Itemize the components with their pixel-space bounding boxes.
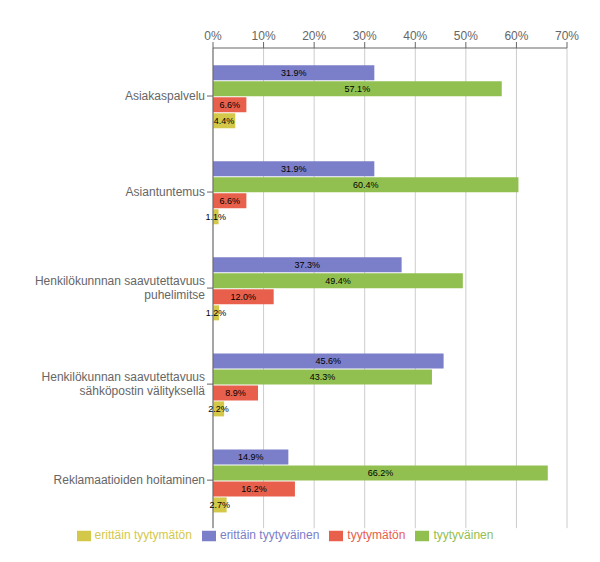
svg-text:2.7%: 2.7% (210, 500, 231, 510)
svg-text:1.2%: 1.2% (206, 308, 227, 318)
svg-text:45.6%: 45.6% (316, 356, 342, 366)
svg-text:50%: 50% (454, 29, 478, 43)
svg-text:2.2%: 2.2% (208, 404, 229, 414)
svg-text:Henkilökunnan saavutettavuussä: Henkilökunnan saavutettavuussähköpostin … (42, 370, 206, 398)
svg-text:16.2%: 16.2% (241, 484, 267, 494)
svg-text:12.0%: 12.0% (231, 292, 257, 302)
svg-text:40%: 40% (403, 29, 427, 43)
html-text:tyytymätön: tyytymätön (347, 528, 406, 543)
svg-text:70%: 70% (555, 29, 579, 43)
html-text:tyytyväinen: tyytyväinen (433, 528, 494, 543)
svg-text:6.6%: 6.6% (219, 100, 240, 110)
html-text:erittäin tyytyväinen: erittäin tyytyväinen (220, 528, 320, 543)
svg-text:49.4%: 49.4% (325, 276, 351, 286)
svg-text:0%: 0% (204, 29, 222, 43)
svg-text:20%: 20% (302, 29, 326, 43)
svg-text:60%: 60% (504, 29, 528, 43)
svg-text:60.4%: 60.4% (353, 180, 379, 190)
svg-text:14.9%: 14.9% (238, 452, 264, 462)
svg-text:Asiantuntemus: Asiantuntemus (126, 185, 205, 199)
svg-text:10%: 10% (252, 29, 276, 43)
svg-text:4.4%: 4.4% (214, 116, 235, 126)
svg-text:6.6%: 6.6% (219, 196, 240, 206)
svg-text:Asiakaspalvelu: Asiakaspalvelu (125, 89, 205, 103)
svg-text:Reklamaatioiden hoitaminen: Reklamaatioiden hoitaminen (54, 473, 205, 487)
svg-text:Henkilökunnnan saavutettavuusp: Henkilökunnnan saavutettavuuspuhelimitse (35, 274, 205, 302)
svg-text:31.9%: 31.9% (281, 68, 307, 78)
svg-text:1.1%: 1.1% (206, 212, 227, 222)
svg-text:31.9%: 31.9% (281, 164, 307, 174)
html-text:erittäin tyytymätön: erittäin tyytymätön (94, 528, 192, 543)
svg-text:37.3%: 37.3% (295, 260, 321, 270)
svg-text:30%: 30% (353, 29, 377, 43)
svg-text:8.9%: 8.9% (225, 388, 246, 398)
svg-text:66.2%: 66.2% (368, 468, 394, 478)
svg-text:57.1%: 57.1% (345, 84, 371, 94)
svg-text:43.3%: 43.3% (310, 372, 336, 382)
